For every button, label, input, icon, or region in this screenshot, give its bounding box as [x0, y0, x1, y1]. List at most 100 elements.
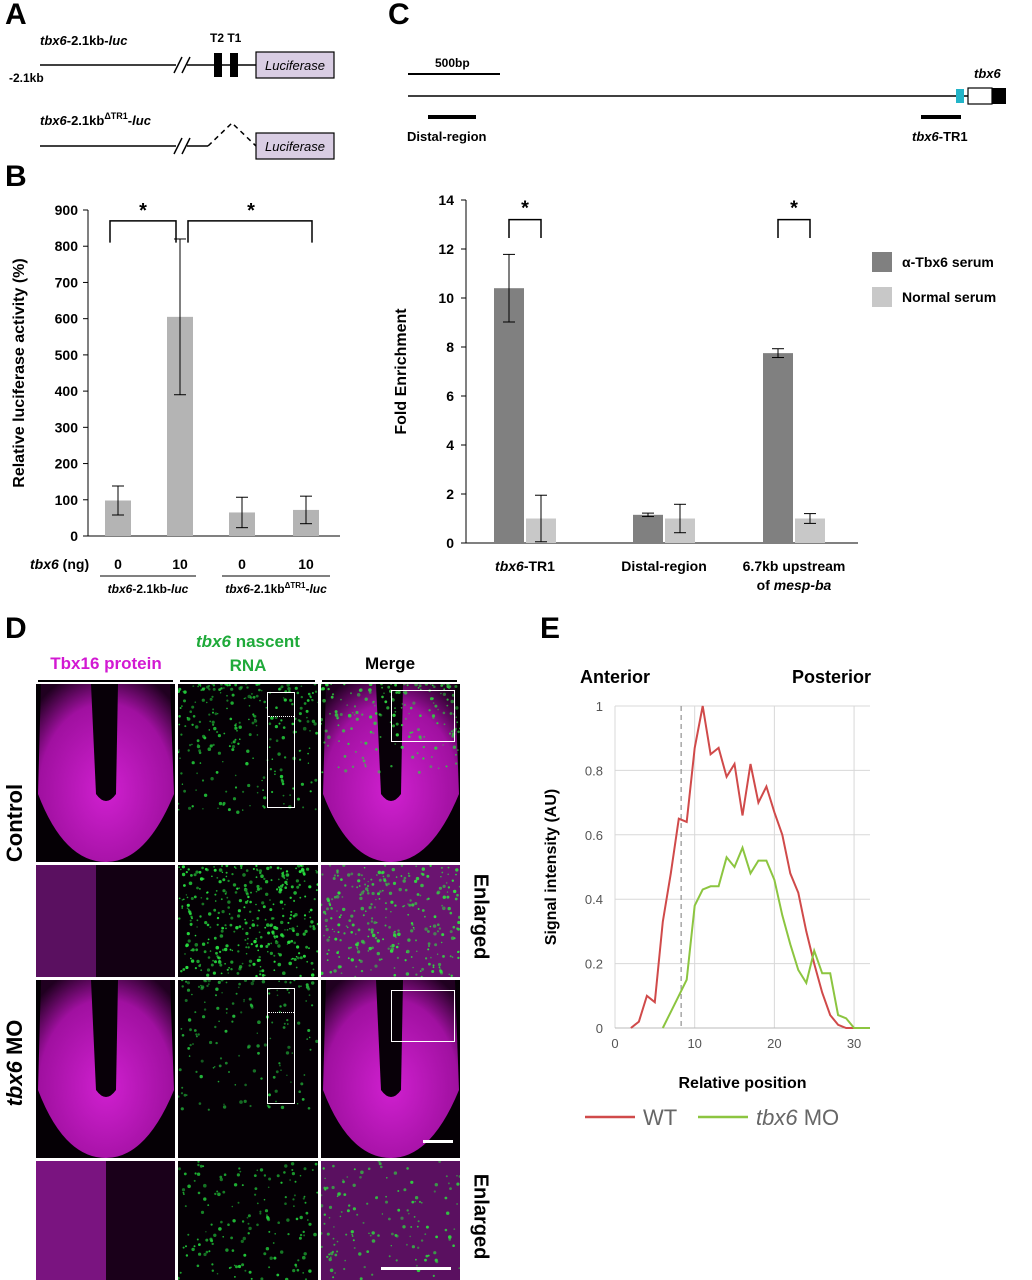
- rna-dot: [413, 1216, 416, 1218]
- y-tick-label: 0: [446, 535, 454, 551]
- rna-dot: [400, 875, 403, 877]
- rna-dot: [329, 712, 331, 715]
- rna-dot: [336, 869, 339, 872]
- rna-dot: [337, 874, 339, 877]
- rna-dot: [362, 941, 366, 945]
- rna-dot: [451, 879, 454, 882]
- rna-dot: [406, 1167, 409, 1170]
- rna-dot: [326, 1232, 330, 1236]
- rna-dot: [299, 706, 303, 710]
- rna-dot: [257, 684, 261, 686]
- rna-dot: [213, 1066, 216, 1068]
- rna-dot: [234, 786, 238, 789]
- rna-dot: [315, 889, 318, 892]
- rna-dot: [217, 1192, 221, 1197]
- rna-dot: [245, 869, 249, 872]
- rna-dot: [284, 1202, 287, 1205]
- rna-dot: [186, 932, 190, 936]
- rna-dot: [432, 966, 435, 969]
- rna-dot: [392, 724, 395, 728]
- rna-dot: [292, 1198, 295, 1201]
- y-axis-label: Signal intensity (AU): [543, 789, 560, 945]
- rna-dot: [449, 930, 453, 934]
- y-tick-label: 0: [70, 528, 78, 544]
- rna-dot: [382, 938, 385, 941]
- rna-dot: [411, 755, 415, 759]
- rna-dot: [418, 735, 422, 739]
- rna-dot: [438, 886, 442, 890]
- rna-dot: [296, 925, 299, 928]
- rna-dot: [307, 1107, 311, 1110]
- rna-dot: [182, 1191, 185, 1194]
- rna-dot: [271, 758, 274, 760]
- rna-dot: [442, 692, 446, 696]
- rna-dot: [283, 1022, 286, 1025]
- rna-dot: [417, 908, 420, 910]
- rna-dot: [436, 930, 440, 933]
- rna-dot: [327, 744, 329, 747]
- rna-dot: [286, 1218, 290, 1222]
- rna-dot: [232, 1219, 236, 1223]
- rna-dot: [452, 925, 456, 929]
- x-tick-label: Distal-region: [621, 558, 707, 574]
- rna-dot: [292, 787, 295, 790]
- rna-dot: [211, 1242, 214, 1246]
- rna-dot: [353, 1168, 356, 1171]
- rna-dot: [206, 701, 208, 704]
- rna-dot: [282, 697, 285, 699]
- rna-dot: [321, 771, 324, 774]
- rna-dot: [392, 881, 397, 885]
- rna-dot: [384, 865, 387, 867]
- rna-dot: [299, 1233, 303, 1237]
- rna-dot: [246, 686, 249, 689]
- rna-dot: [208, 1250, 211, 1253]
- rna-dot: [198, 1252, 202, 1256]
- rna-dot: [400, 745, 404, 749]
- posterior-label: Posterior: [792, 667, 871, 687]
- rna-dot: [360, 741, 362, 743]
- rna-dot: [308, 1269, 312, 1273]
- rna-dot: [312, 927, 316, 931]
- rna-dot: [303, 1234, 306, 1237]
- rna-dot: [180, 1028, 183, 1030]
- rna-dot: [303, 1167, 307, 1171]
- rna-dot: [313, 684, 317, 686]
- rna-dot: [250, 1277, 253, 1280]
- rna-dot: [439, 968, 441, 970]
- rna-dot: [235, 926, 239, 930]
- rna-dot: [380, 684, 383, 686]
- rna-dot: [194, 701, 197, 703]
- rna-dot: [295, 731, 298, 733]
- rna-dot: [296, 945, 300, 949]
- rna-dot: [178, 1167, 181, 1171]
- rna-dot: [208, 912, 212, 916]
- rna-dot: [280, 1105, 285, 1110]
- rna-dot: [251, 980, 255, 982]
- y-tick-label: 500: [55, 347, 79, 363]
- rna-dot: [367, 950, 370, 952]
- rna-dot: [369, 715, 373, 719]
- rna-dot: [364, 883, 367, 886]
- rna-dot: [386, 1177, 388, 1179]
- rna-dot: [181, 705, 183, 707]
- rna-dot: [291, 1172, 295, 1176]
- rna-dot: [201, 942, 206, 946]
- rna-dot: [387, 947, 390, 950]
- rna-dot: [226, 699, 229, 702]
- rna-dot: [244, 1269, 247, 1272]
- rna-dot: [350, 914, 354, 918]
- rna-dot: [186, 716, 189, 719]
- rna-dot: [404, 959, 407, 962]
- rna-dot: [343, 1267, 346, 1271]
- rna-dot: [340, 914, 342, 916]
- rna-dot: [247, 694, 252, 699]
- rna-dot: [276, 866, 280, 870]
- rna-dot: [247, 1232, 250, 1235]
- rna-dot: [178, 802, 180, 805]
- break-mark: [181, 137, 191, 155]
- rna-dot: [289, 698, 293, 702]
- rna-dot: [344, 884, 347, 887]
- rna-dot: [232, 883, 237, 887]
- rna-dot: [421, 909, 425, 912]
- significance-star: *: [521, 198, 529, 220]
